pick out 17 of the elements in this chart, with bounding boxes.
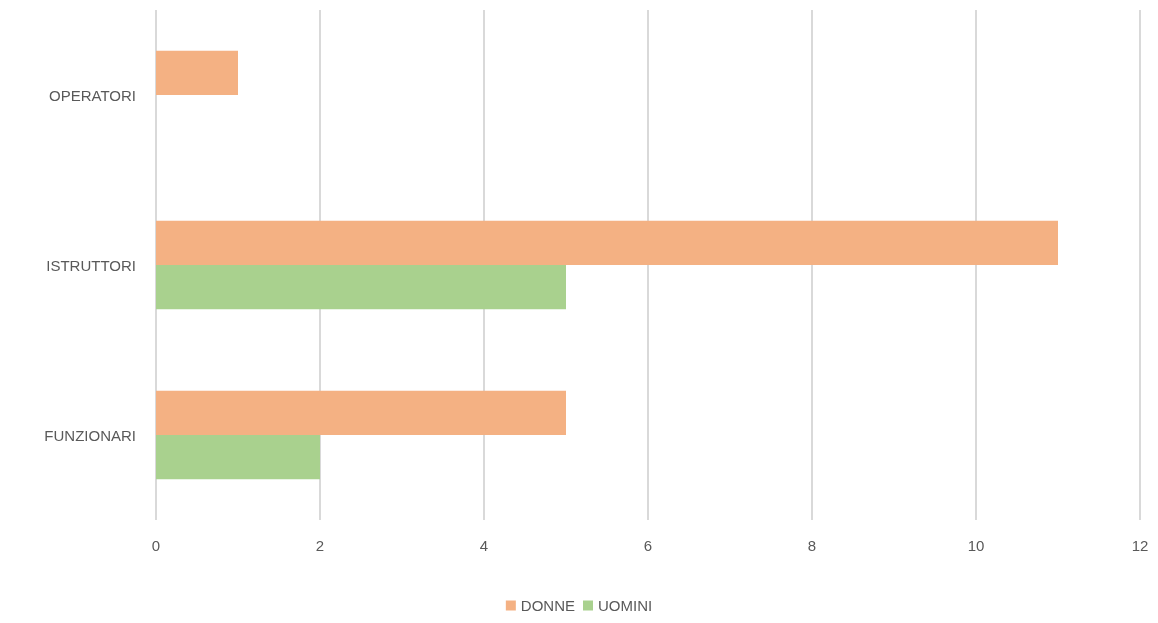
y-tick-label: FUNZIONARI <box>44 426 136 444</box>
y-tick-label: ISTRUTTORI <box>46 256 136 274</box>
x-tick-label: 8 <box>807 537 817 554</box>
y-tick-label: OPERATORI <box>49 86 136 104</box>
bar <box>156 50 238 95</box>
x-tick-label: 4 <box>479 537 489 554</box>
x-tick-label: 12 <box>1131 537 1149 554</box>
legend-label: UOMINI <box>598 597 653 614</box>
legend-label: DONNE <box>520 597 576 614</box>
x-tick-label: 2 <box>315 537 325 554</box>
bar <box>156 435 320 480</box>
bar <box>156 220 1058 265</box>
bar <box>156 265 566 310</box>
bar <box>156 390 566 435</box>
x-tick-label: 0 <box>151 537 161 554</box>
x-tick-label: 6 <box>643 537 653 554</box>
x-tick-label: 10 <box>967 537 985 554</box>
